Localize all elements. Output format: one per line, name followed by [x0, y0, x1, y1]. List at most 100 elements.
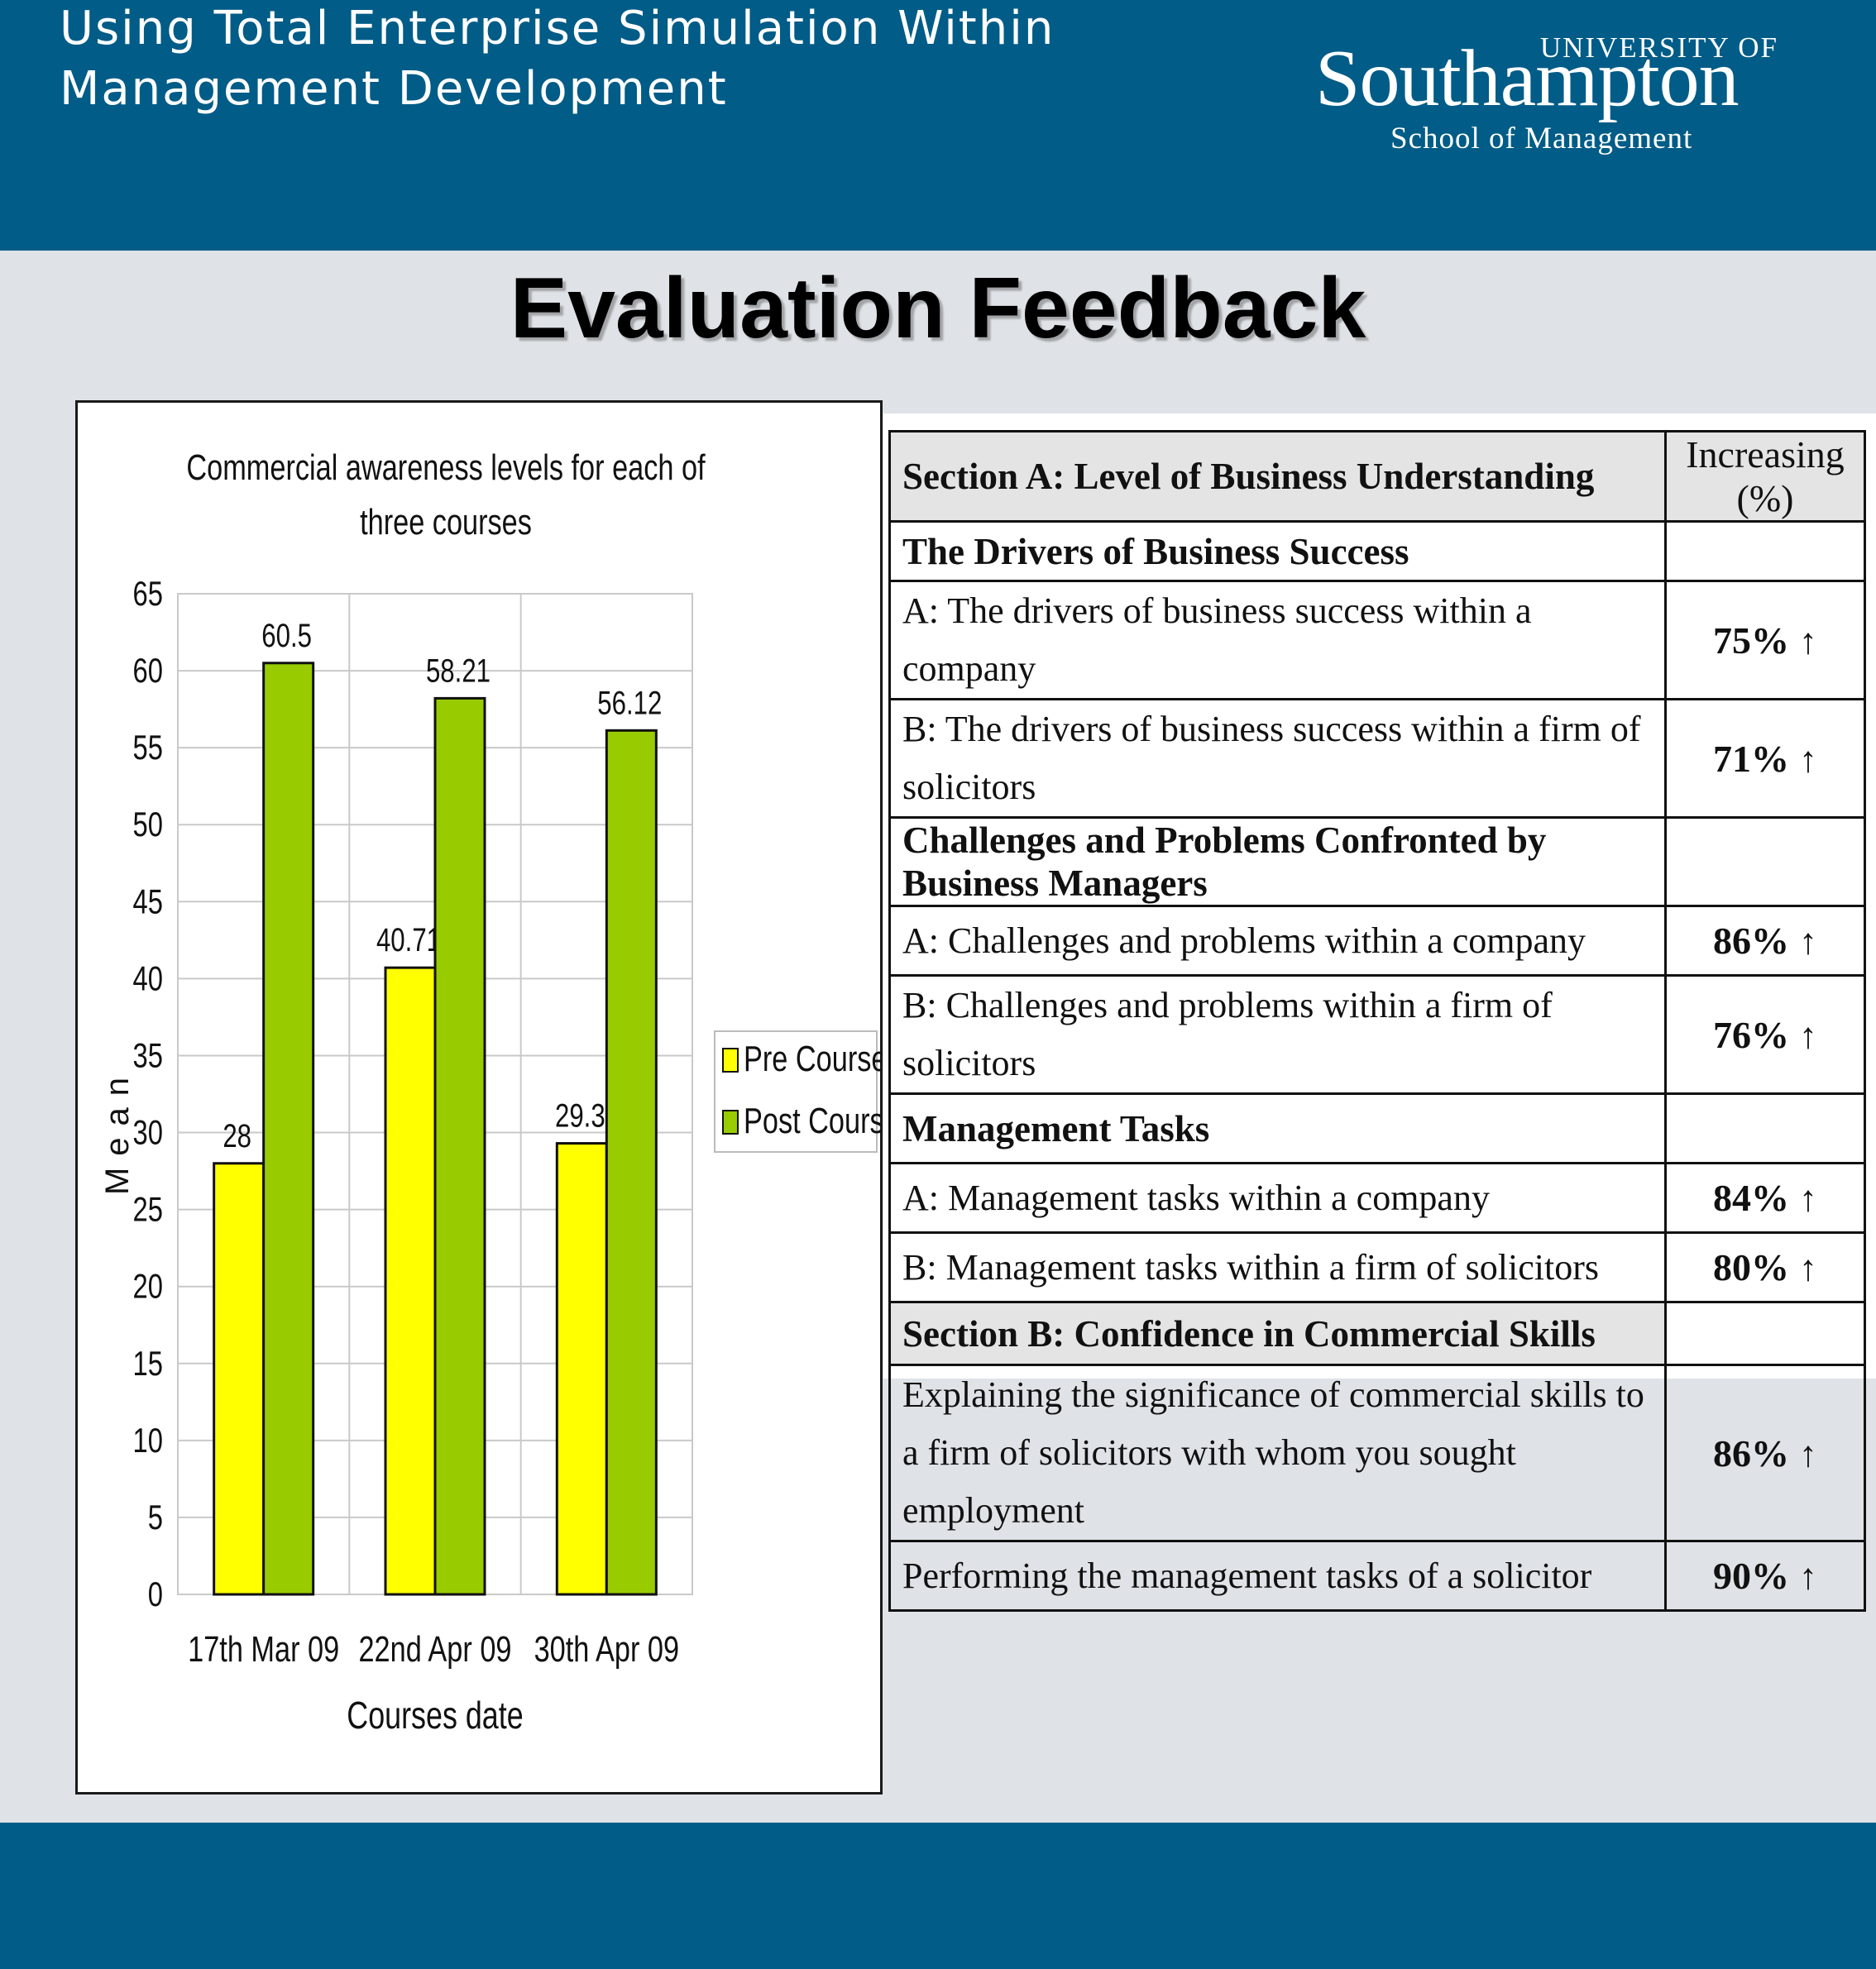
item-label: B: Challenges and problems within a firm…	[888, 974, 1667, 1095]
data-label: 40.71	[376, 921, 441, 958]
item-label: Performing the management tasks of a sol…	[888, 1540, 1667, 1612]
group-heading: The Drivers of Business Success	[888, 520, 1667, 582]
bar-pre-course	[384, 966, 437, 1596]
y-tick-label: 10	[133, 1421, 163, 1460]
table-header-row: Section A: Level of Business Understandi…	[888, 430, 1866, 523]
y-tick-label: 45	[133, 882, 163, 920]
increase-cell: 76% ↑	[1664, 974, 1866, 1095]
increase-cell: 90% ↑	[1664, 1540, 1866, 1612]
table-row: Performing the management tasks of a sol…	[888, 1540, 1866, 1612]
increase-cell: 84% ↑	[1664, 1162, 1866, 1234]
logo-school-text: School of Management	[1390, 122, 1693, 155]
section-title: Evaluation Feedback	[510, 260, 1366, 356]
increase-value: 76%	[1713, 1013, 1789, 1056]
section-b-heading: Section B: Confidence in Commercial Skil…	[888, 1301, 1667, 1366]
item-label: A: The drivers of business success withi…	[888, 580, 1667, 700]
up-arrow-icon: ↑	[1799, 1556, 1817, 1597]
legend-swatch	[722, 1048, 739, 1073]
item-label: B: The drivers of business success withi…	[888, 698, 1667, 819]
increase-value: 84%	[1713, 1177, 1789, 1219]
y-tick-label: 55	[133, 728, 163, 767]
x-axis-label: Courses date	[347, 1694, 523, 1737]
section-b-heading-row: Section B: Confidence in Commercial Skil…	[888, 1301, 1866, 1366]
bar-pre-course	[555, 1142, 608, 1596]
poster-title: Using Total Enterprise Simulation Within…	[60, 0, 1218, 119]
increase-value: 86%	[1713, 920, 1789, 962]
bar-post-course	[262, 662, 315, 1596]
up-arrow-icon: ↑	[1799, 1178, 1817, 1219]
logo-name-text: Southampton	[1315, 34, 1740, 123]
y-tick-label: 30	[133, 1113, 163, 1152]
y-tick-label: 40	[133, 958, 163, 997]
table-row: A: Challenges and problems within a comp…	[888, 905, 1866, 977]
section-a-heading: Section A: Level of Business Understandi…	[888, 430, 1667, 523]
y-tick-label: 50	[133, 805, 163, 844]
increase-cell: 71% ↑	[1664, 698, 1866, 819]
y-tick-label: 60	[133, 651, 163, 690]
table-row: B: Challenges and problems within a firm…	[888, 974, 1866, 1095]
data-label: 56.12	[597, 685, 662, 722]
up-arrow-icon: ↑	[1799, 738, 1817, 780]
bar-chart: Commercial awareness levels for each of t…	[99, 447, 880, 1737]
empty-cell	[1664, 1092, 1866, 1164]
legend-entry: Post Course	[744, 1101, 880, 1141]
table-row: B: Management tasks within a firm of sol…	[888, 1231, 1866, 1303]
y-tick-label: 15	[133, 1344, 163, 1383]
footer-banner	[0, 1823, 1876, 1969]
legend-swatch	[722, 1110, 739, 1135]
y-tick-label: 65	[133, 574, 163, 613]
increase-cell: 86% ↑	[1664, 905, 1866, 977]
bar-pre-course	[213, 1162, 266, 1596]
item-label: Explaining the significance of commercia…	[888, 1364, 1667, 1542]
group-heading-row: Management Tasks	[888, 1092, 1866, 1164]
empty-cell	[1664, 1301, 1866, 1366]
increase-value: 90%	[1713, 1555, 1789, 1597]
item-label: A: Challenges and problems within a comp…	[888, 905, 1667, 977]
data-label: 58.21	[426, 652, 491, 690]
table-row: B: The drivers of business success withi…	[888, 698, 1866, 819]
increase-value: 80%	[1713, 1246, 1789, 1288]
feedback-table: Section A: Level of Business Understandi…	[888, 430, 1866, 1612]
data-label: 28	[223, 1117, 251, 1154]
item-label: A: Management tasks within a company	[888, 1162, 1667, 1234]
empty-cell	[1664, 816, 1866, 907]
up-arrow-icon: ↑	[1799, 1433, 1817, 1474]
up-arrow-icon: ↑	[1799, 921, 1817, 962]
bar-post-course	[605, 729, 658, 1596]
y-tick-label: 20	[133, 1267, 163, 1306]
group-heading-row: Challenges and Problems Confronted by Bu…	[888, 816, 1866, 907]
increase-value: 86%	[1713, 1431, 1789, 1474]
bar-post-course	[433, 696, 486, 1596]
table-row: A: Management tasks within a company 84% ↑	[888, 1162, 1866, 1234]
y-axis-label: Mean	[99, 1066, 136, 1195]
y-tick-label: 35	[133, 1036, 163, 1075]
x-tick-label: 30th Apr 09	[534, 1629, 679, 1670]
table-row: Explaining the significance of commercia…	[888, 1364, 1866, 1542]
chart-panel: Commercial awareness levels for each of t…	[75, 400, 883, 1795]
up-arrow-icon: ↑	[1799, 1015, 1817, 1056]
increase-cell: 80% ↑	[1664, 1231, 1866, 1303]
empty-cell	[1664, 520, 1866, 582]
chart-title: Commercial awareness levels for each of	[186, 447, 706, 488]
data-label: 29.3	[555, 1097, 605, 1135]
x-tick-label: 17th Mar 09	[188, 1629, 339, 1670]
item-label: B: Management tasks within a firm of sol…	[888, 1231, 1667, 1303]
legend-box	[714, 1030, 878, 1153]
table-panel: Section A: Level of Business Understandi…	[883, 413, 1876, 1612]
table-row: A: The drivers of business success withi…	[888, 580, 1866, 700]
poster-title-line: Management Development	[60, 62, 728, 116]
increase-cell: 75% ↑	[1664, 580, 1866, 700]
chart-title: three courses	[360, 502, 532, 542]
up-arrow-icon: ↑	[1799, 1248, 1817, 1288]
university-logo: UNIVERSITY OF Southampton School of Mana…	[1314, 28, 1843, 160]
y-tick-label: 0	[148, 1575, 163, 1613]
header-banner: Using Total Enterprise Simulation Within…	[0, 0, 1876, 251]
poster-title-line: Using Total Enterprise Simulation Within	[60, 2, 1055, 55]
up-arrow-icon: ↑	[1799, 620, 1817, 662]
increase-value: 75%	[1713, 619, 1789, 662]
y-tick-label: 5	[148, 1498, 163, 1536]
y-tick-label: 25	[133, 1190, 163, 1229]
group-heading-row: The Drivers of Business Success	[888, 520, 1866, 582]
logo-university-text: UNIVERSITY OF	[1539, 31, 1778, 64]
data-label: 60.5	[261, 617, 312, 654]
